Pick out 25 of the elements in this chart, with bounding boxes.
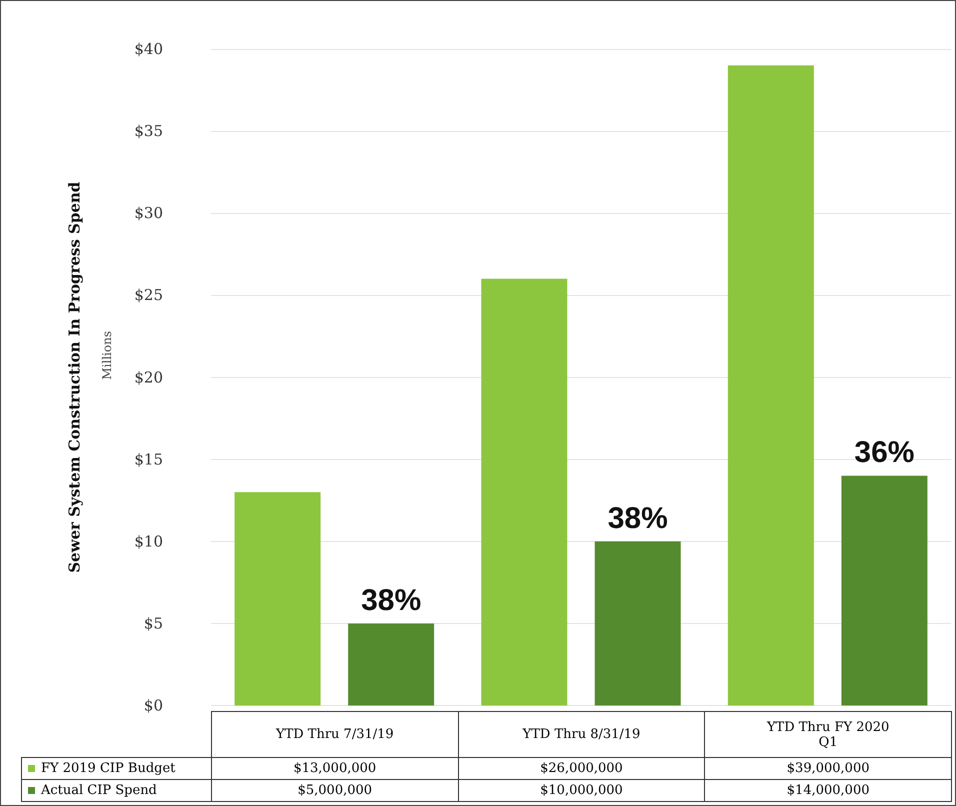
legend-label: FY 2019 CIP Budget (22, 758, 212, 780)
y-tick-label: $0 (144, 696, 163, 714)
text: $39,000,000 (704, 758, 952, 780)
y-tick-label: $20 (134, 368, 163, 386)
y-tick-label: $35 (134, 122, 163, 140)
y-tick-label: $30 (134, 204, 163, 222)
text: $14,000,000 (704, 780, 952, 802)
text: $5,000,000 (212, 780, 458, 802)
legend-label: Actual CIP Spend (22, 780, 212, 802)
y-tick-label: $15 (134, 450, 163, 468)
y-axis-title: Sewer System Construction In Progress Spend (66, 181, 84, 573)
text: Millions (100, 331, 114, 380)
x-tick-label: YTD Thru 8/31/19 (458, 712, 705, 758)
annotation: 36% (854, 436, 914, 470)
text: $10,000,000 (458, 780, 705, 802)
x-tick-label: YTD Thru FY 2020 Q1 (704, 712, 952, 758)
text: $13,000,000 (212, 758, 458, 780)
annotation: 38% (361, 584, 422, 617)
y-tick-label: $5 (144, 614, 163, 632)
annotation: 38% (608, 502, 668, 535)
y-tick-label: $10 (134, 532, 163, 550)
x-tick-label: YTD Thru 7/31/19 (212, 712, 458, 758)
text: $26,000,000 (458, 758, 705, 780)
y-tick-label: $25 (134, 286, 163, 304)
y-tick-label: $40 (134, 40, 163, 58)
